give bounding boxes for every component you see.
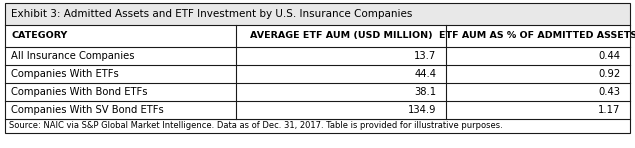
Text: AVERAGE ETF AUM (USD MILLION): AVERAGE ETF AUM (USD MILLION) (250, 32, 432, 40)
Text: 1.17: 1.17 (598, 105, 620, 115)
Text: All Insurance Companies: All Insurance Companies (11, 51, 135, 61)
Text: 38.1: 38.1 (414, 87, 436, 97)
Text: Companies With Bond ETFs: Companies With Bond ETFs (11, 87, 148, 97)
Text: Companies With SV Bond ETFs: Companies With SV Bond ETFs (11, 105, 164, 115)
Text: ETF AUM AS % OF ADMITTED ASSETS: ETF AUM AS % OF ADMITTED ASSETS (439, 32, 635, 40)
Bar (5, 3, 630, 133)
Text: 134.9: 134.9 (408, 105, 436, 115)
Text: 0.92: 0.92 (598, 69, 620, 79)
Text: Exhibit 3: Admitted Assets and ETF Investment by U.S. Insurance Companies: Exhibit 3: Admitted Assets and ETF Inves… (11, 9, 413, 19)
Text: Companies With ETFs: Companies With ETFs (11, 69, 119, 79)
Text: Source: NAIC via S&P Global Market Intelligence. Data as of Dec. 31, 2017. Table: Source: NAIC via S&P Global Market Intel… (9, 122, 503, 130)
Text: CATEGORY: CATEGORY (11, 32, 68, 40)
Text: 44.4: 44.4 (414, 69, 436, 79)
Text: 0.43: 0.43 (598, 87, 620, 97)
Text: 0.44: 0.44 (598, 51, 620, 61)
Bar (5, 3, 630, 25)
Text: 13.7: 13.7 (414, 51, 436, 61)
